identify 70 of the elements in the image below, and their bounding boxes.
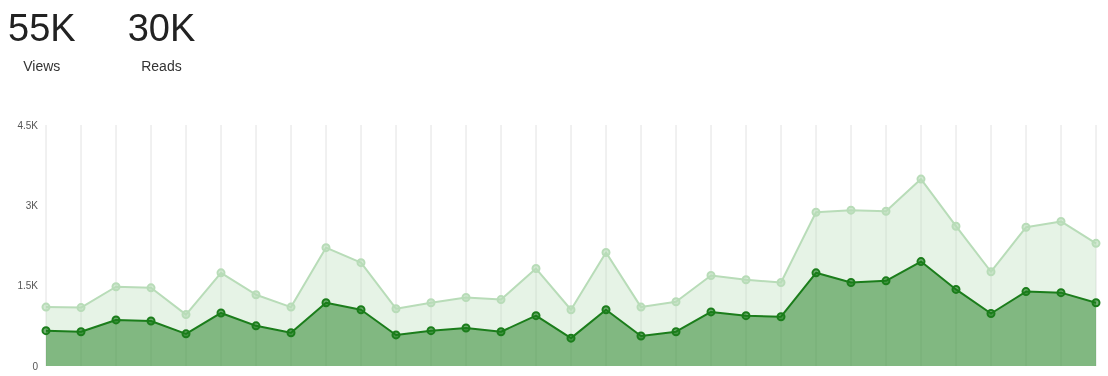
point xyxy=(181,329,191,339)
point xyxy=(671,297,681,307)
y-tick-label: 0 xyxy=(32,360,39,372)
y-tick-label: 4.5K xyxy=(17,119,39,131)
point xyxy=(286,302,296,312)
point xyxy=(1056,288,1066,298)
point xyxy=(636,302,646,312)
point xyxy=(846,277,856,287)
point xyxy=(951,221,961,231)
point xyxy=(951,284,961,294)
point xyxy=(916,257,926,267)
point xyxy=(741,311,751,321)
point xyxy=(76,303,86,313)
point xyxy=(531,311,541,321)
text: 55K xyxy=(8,7,76,49)
point xyxy=(706,270,716,280)
point xyxy=(601,247,611,257)
point xyxy=(41,302,51,312)
point xyxy=(706,307,716,317)
point xyxy=(461,323,471,333)
point xyxy=(496,327,506,337)
point xyxy=(146,316,156,326)
point xyxy=(216,308,226,318)
point xyxy=(146,283,156,293)
point xyxy=(181,310,191,320)
point xyxy=(251,321,261,331)
y-tick-label: 3K xyxy=(25,199,39,211)
point xyxy=(881,206,891,216)
point xyxy=(1091,238,1101,248)
point xyxy=(356,305,366,315)
point xyxy=(1091,298,1101,308)
point xyxy=(461,292,471,302)
point xyxy=(776,277,786,287)
text: Reads xyxy=(140,58,183,74)
point xyxy=(391,330,401,340)
point xyxy=(811,268,821,278)
point xyxy=(671,327,681,337)
point xyxy=(881,276,891,286)
text: Views xyxy=(22,58,62,74)
point xyxy=(811,207,821,217)
y-tick-label: 1.5K xyxy=(17,280,39,292)
point xyxy=(1021,222,1031,232)
point xyxy=(566,333,576,343)
point xyxy=(41,326,51,336)
point xyxy=(636,331,646,341)
point xyxy=(111,282,121,292)
point xyxy=(391,304,401,314)
point xyxy=(426,326,436,336)
point xyxy=(846,205,856,215)
point xyxy=(986,309,996,319)
point xyxy=(566,305,576,315)
point xyxy=(1021,287,1031,297)
point xyxy=(216,268,226,278)
point xyxy=(111,315,121,325)
point xyxy=(496,295,506,305)
point xyxy=(776,312,786,322)
point xyxy=(916,174,926,184)
point xyxy=(741,275,751,285)
point xyxy=(76,327,86,337)
text: 30K xyxy=(127,7,196,49)
point xyxy=(321,298,331,308)
point xyxy=(1056,216,1066,226)
point xyxy=(251,290,261,300)
point xyxy=(601,305,611,315)
point xyxy=(426,298,436,308)
point xyxy=(356,258,366,268)
point xyxy=(986,267,996,277)
point xyxy=(321,243,331,253)
point xyxy=(531,264,541,274)
point xyxy=(286,328,296,338)
